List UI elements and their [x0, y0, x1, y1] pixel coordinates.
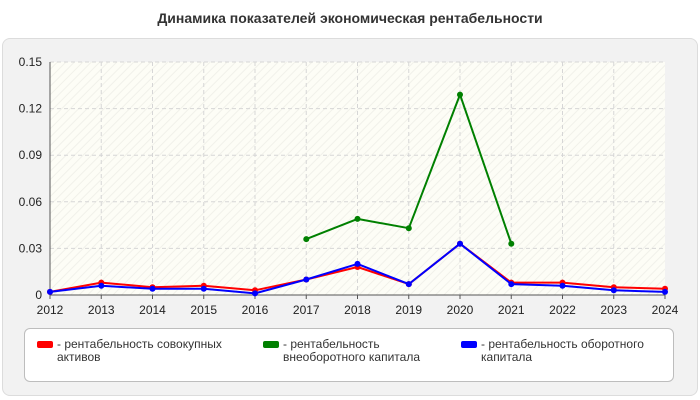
x-tick-label: 2021 [498, 303, 525, 317]
data-point-series-3 [405, 281, 412, 288]
x-tick-label: 2023 [600, 303, 627, 317]
grid [50, 61, 665, 295]
data-point-series-3 [149, 285, 156, 292]
x-tick-label: 2020 [447, 303, 474, 317]
data-point-series-3 [457, 240, 463, 247]
y-tick-label: 0.06 [19, 195, 43, 209]
x-tick-label: 2019 [395, 303, 422, 317]
data-point-series-2 [354, 215, 361, 222]
legend-label: - рентабельность внеоборотного капитала [283, 337, 420, 364]
x-tick-label: 2013 [88, 303, 115, 317]
legend: - рентабельность совокупных активов - ре… [24, 328, 674, 382]
y-tick-label: 0.12 [19, 102, 43, 116]
data-point-series-3 [252, 290, 258, 297]
x-tick-label: 2015 [190, 303, 217, 317]
x-tick-label: 2018 [344, 303, 371, 317]
x-tick-label: 2012 [37, 303, 64, 317]
x-tick-label: 2017 [293, 303, 320, 317]
data-point-series-3 [98, 282, 105, 289]
data-point-series-3 [610, 287, 617, 294]
data-point-series-3 [200, 285, 207, 292]
data-point-series-3 [508, 281, 515, 288]
y-tick-label: 0.03 [19, 241, 43, 255]
data-point-series-3 [303, 276, 310, 283]
data-point-series-2 [457, 91, 463, 98]
data-point-series-3 [662, 288, 668, 295]
data-point-series-2 [508, 240, 515, 247]
data-point-series-2 [303, 236, 310, 243]
data-point-series-3 [559, 282, 566, 289]
data-point-series-3 [354, 260, 361, 267]
legend-label: - рентабельность оборотного капитала [481, 337, 644, 364]
x-tick-label: 2024 [652, 303, 679, 317]
y-tick-label: 0.15 [19, 55, 43, 69]
series-layer [47, 91, 668, 297]
x-tick-label: 2014 [139, 303, 166, 317]
legend-swatch-green [263, 341, 279, 348]
x-tick-label: 2016 [242, 303, 269, 317]
legend-swatch-blue [461, 341, 477, 348]
y-tick-label: 0 [35, 288, 42, 302]
legend-label: - рентабельность совокупных активов [57, 337, 222, 364]
legend-swatch-red [37, 341, 53, 348]
x-tick-label: 2022 [549, 303, 576, 317]
axes: 0 0.03 0.06 0.09 0.12 0.15 2012 2013 2014 2015 201… [19, 55, 679, 317]
data-point-series-2 [405, 225, 412, 232]
y-tick-label: 0.09 [19, 148, 43, 162]
chart-title: Динамика показателей экономическая рента… [157, 10, 543, 26]
data-point-series-3 [47, 288, 53, 295]
